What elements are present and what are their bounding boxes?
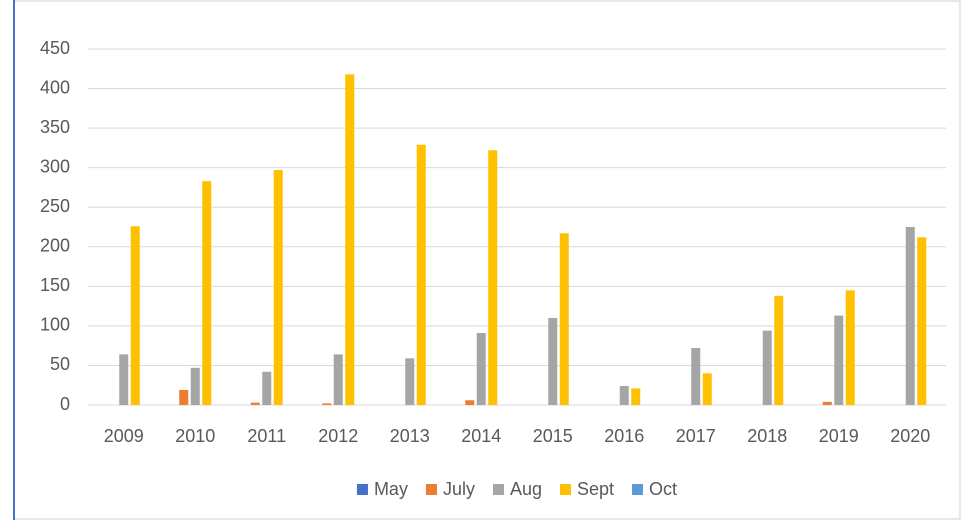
bar	[774, 295, 784, 405]
x-tick-label: 2013	[390, 426, 430, 446]
legend-label: Sept	[577, 479, 614, 499]
bar	[119, 354, 129, 405]
bar	[845, 290, 855, 405]
legend-label: Oct	[649, 479, 677, 499]
x-tick-label: 2019	[819, 426, 859, 446]
bar	[130, 226, 140, 405]
bar	[631, 388, 641, 405]
bar	[488, 150, 498, 405]
legend-swatch	[356, 484, 368, 495]
bar	[476, 333, 486, 405]
bar	[465, 400, 475, 405]
bar	[190, 367, 200, 405]
bar	[179, 389, 189, 405]
y-tick-label: 150	[40, 275, 70, 295]
y-tick-label: 0	[60, 394, 70, 414]
bar	[559, 233, 569, 405]
x-tick-label: 2012	[318, 426, 358, 446]
x-tick-label: 2016	[604, 426, 644, 446]
bar	[822, 401, 832, 405]
bar	[262, 371, 272, 405]
bar	[202, 181, 212, 405]
y-tick-label: 450	[40, 38, 70, 58]
bar	[762, 330, 772, 405]
legend-swatch	[632, 484, 644, 495]
x-tick-label: 2014	[461, 426, 501, 446]
y-tick-label: 400	[40, 77, 70, 97]
x-tick-label: 2011	[247, 426, 286, 446]
x-tick-label: 2017	[676, 426, 716, 446]
legend-swatch	[492, 484, 504, 495]
x-tick-label: 2009	[104, 426, 144, 446]
y-tick-label: 250	[40, 196, 70, 216]
bar	[405, 358, 415, 405]
y-tick-label: 300	[40, 156, 70, 176]
x-tick-label: 2018	[747, 426, 787, 446]
bar	[322, 403, 332, 405]
legend-label: Aug	[510, 479, 542, 499]
legend-swatch	[560, 484, 572, 495]
x-tick-label: 2010	[175, 426, 215, 446]
bar	[548, 317, 558, 405]
bar	[333, 354, 343, 405]
bar	[834, 315, 844, 405]
x-tick-label: 2020	[890, 426, 930, 446]
bar	[273, 170, 283, 405]
chart-frame	[13, 0, 961, 520]
x-tick-label: 2015	[533, 426, 573, 446]
bar	[905, 227, 915, 405]
bar	[702, 373, 712, 405]
y-tick-label: 50	[50, 354, 70, 374]
y-tick-label: 350	[40, 117, 70, 137]
y-tick-label: 100	[40, 315, 70, 335]
bar	[917, 237, 927, 405]
bar	[691, 348, 701, 405]
legend-swatch	[425, 484, 437, 495]
bar	[416, 144, 426, 406]
bar	[619, 386, 629, 405]
bar	[345, 74, 355, 405]
legend-label: May	[374, 479, 408, 499]
legend-label: July	[443, 479, 475, 499]
y-tick-label: 200	[40, 236, 70, 256]
bar	[250, 402, 260, 405]
